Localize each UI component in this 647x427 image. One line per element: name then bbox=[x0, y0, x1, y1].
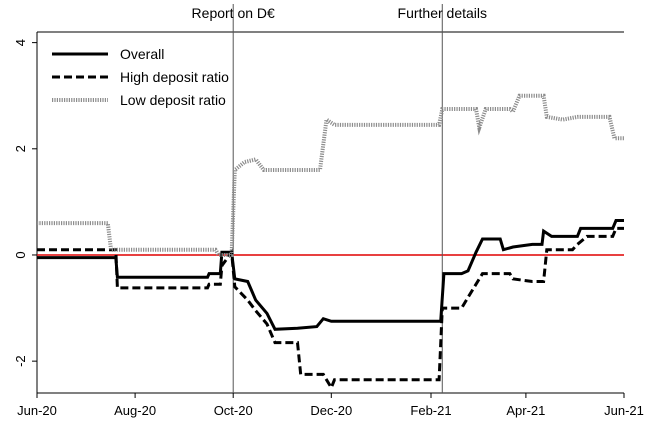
y-tick-label: -2 bbox=[13, 355, 28, 367]
x-tick-label: Aug-20 bbox=[114, 403, 156, 418]
legend-label-high-deposit-ratio: High deposit ratio bbox=[120, 69, 229, 85]
x-tick-label: Jun-20 bbox=[17, 403, 57, 418]
legend-label-low-deposit-ratio: Low deposit ratio bbox=[120, 92, 226, 108]
annotation-lines: Report on D€ Further details bbox=[37, 4, 624, 393]
series-layer bbox=[37, 93, 624, 392]
x-tick-label: Dec-20 bbox=[310, 403, 352, 418]
annotation-label: Further details bbox=[398, 5, 487, 21]
series-line-overall bbox=[37, 219, 624, 331]
y-tick-label: 2 bbox=[13, 145, 28, 152]
x-tick-label: Jun-21 bbox=[604, 403, 644, 418]
x-tick-label: Feb-21 bbox=[410, 403, 451, 418]
y-tick-label: 0 bbox=[13, 251, 28, 258]
annotation-label: Report on D€ bbox=[192, 5, 275, 21]
series-line-high-deposit-ratio bbox=[37, 226, 624, 392]
legend-label-overall: Overall bbox=[120, 46, 164, 62]
x-tick-label: Oct-20 bbox=[214, 403, 253, 418]
x-tick-label: Apr-21 bbox=[506, 403, 545, 418]
axes-layer: Jun-20 Aug-20 Oct-20 Dec-20 Feb-21 Apr-21 Jun-… bbox=[13, 39, 644, 418]
plot-frame bbox=[36, 31, 624, 394]
series-line-low-deposit-ratio bbox=[37, 93, 624, 257]
y-tick-label: 4 bbox=[13, 39, 28, 46]
legend: Overall High deposit ratio Low deposit rat… bbox=[52, 46, 229, 108]
